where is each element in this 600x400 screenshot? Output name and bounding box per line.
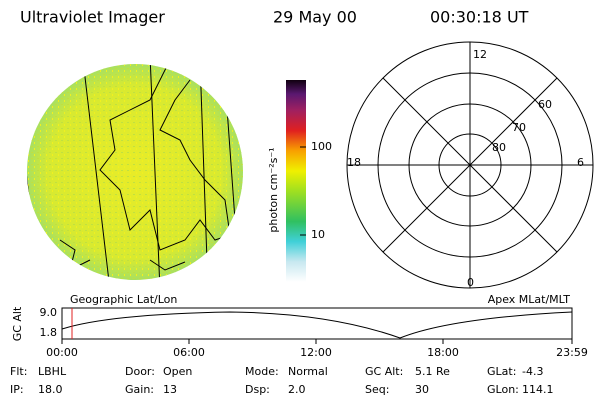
- orbit-xtick-label: 00:00: [46, 346, 78, 359]
- time: 00:30:18 UT: [430, 8, 529, 27]
- orbit-xtick-label: 18:00: [427, 346, 459, 359]
- earth-image: [27, 64, 243, 280]
- colorbar-tick-label: 100: [311, 140, 332, 153]
- info-label: Gain:: [125, 383, 154, 396]
- info-label: GLat:: [487, 365, 516, 378]
- info-label: Dsp:: [245, 383, 270, 396]
- image-label: Geographic Lat/Lon: [70, 293, 177, 306]
- orbit-xtick-label: 23:59: [556, 346, 588, 359]
- colorbar-tick-label: 10: [311, 228, 325, 241]
- info-value: 2.0: [288, 383, 306, 396]
- info-label: Seq:: [365, 383, 389, 396]
- info-label: Door:: [125, 365, 155, 378]
- mlt-label: 18: [347, 156, 361, 169]
- info-value: 30: [415, 383, 429, 396]
- info-value: -4.3: [522, 365, 543, 378]
- info-value: Normal: [288, 365, 328, 378]
- colorbar: [286, 80, 306, 282]
- info-label: Flt:: [10, 365, 27, 378]
- info-value: 5.1 Re: [415, 365, 450, 378]
- info-value: LBHL: [38, 365, 67, 378]
- lat-label: 80: [492, 141, 506, 154]
- instrument: Ultraviolet Imager: [20, 8, 165, 27]
- colorbar-label: photon cm⁻²s⁻¹: [267, 147, 280, 232]
- orbit-xtick-label: 12:00: [300, 346, 332, 359]
- orbit-ylabel: GC Alt: [11, 306, 24, 341]
- info-value: 13: [163, 383, 177, 396]
- orbit-xtick-label: 06:00: [173, 346, 205, 359]
- orbit-curve: [61, 311, 573, 339]
- lat-label: 60: [538, 98, 552, 111]
- info-value: 18.0: [38, 383, 63, 396]
- info-value: 114.1: [522, 383, 554, 396]
- info-label: GLon:: [487, 383, 519, 396]
- orbit-ytick: 9.0: [40, 306, 58, 319]
- date: 29 May 00: [273, 8, 357, 27]
- orbit-plot: [61, 307, 573, 340]
- info-label: IP:: [10, 383, 24, 396]
- info-label: GC Alt:: [365, 365, 403, 378]
- orbit-ytick: 1.8: [40, 326, 58, 339]
- lat-label: 70: [512, 121, 526, 134]
- polar-grid: [346, 41, 594, 289]
- mlt-label: 6: [577, 156, 584, 169]
- mlt-label: 12: [473, 48, 487, 61]
- mlt-label: 0: [467, 276, 474, 289]
- polar-label: Apex MLat/MLT: [488, 293, 571, 306]
- info-value: Open: [163, 365, 192, 378]
- info-label: Mode:: [245, 365, 279, 378]
